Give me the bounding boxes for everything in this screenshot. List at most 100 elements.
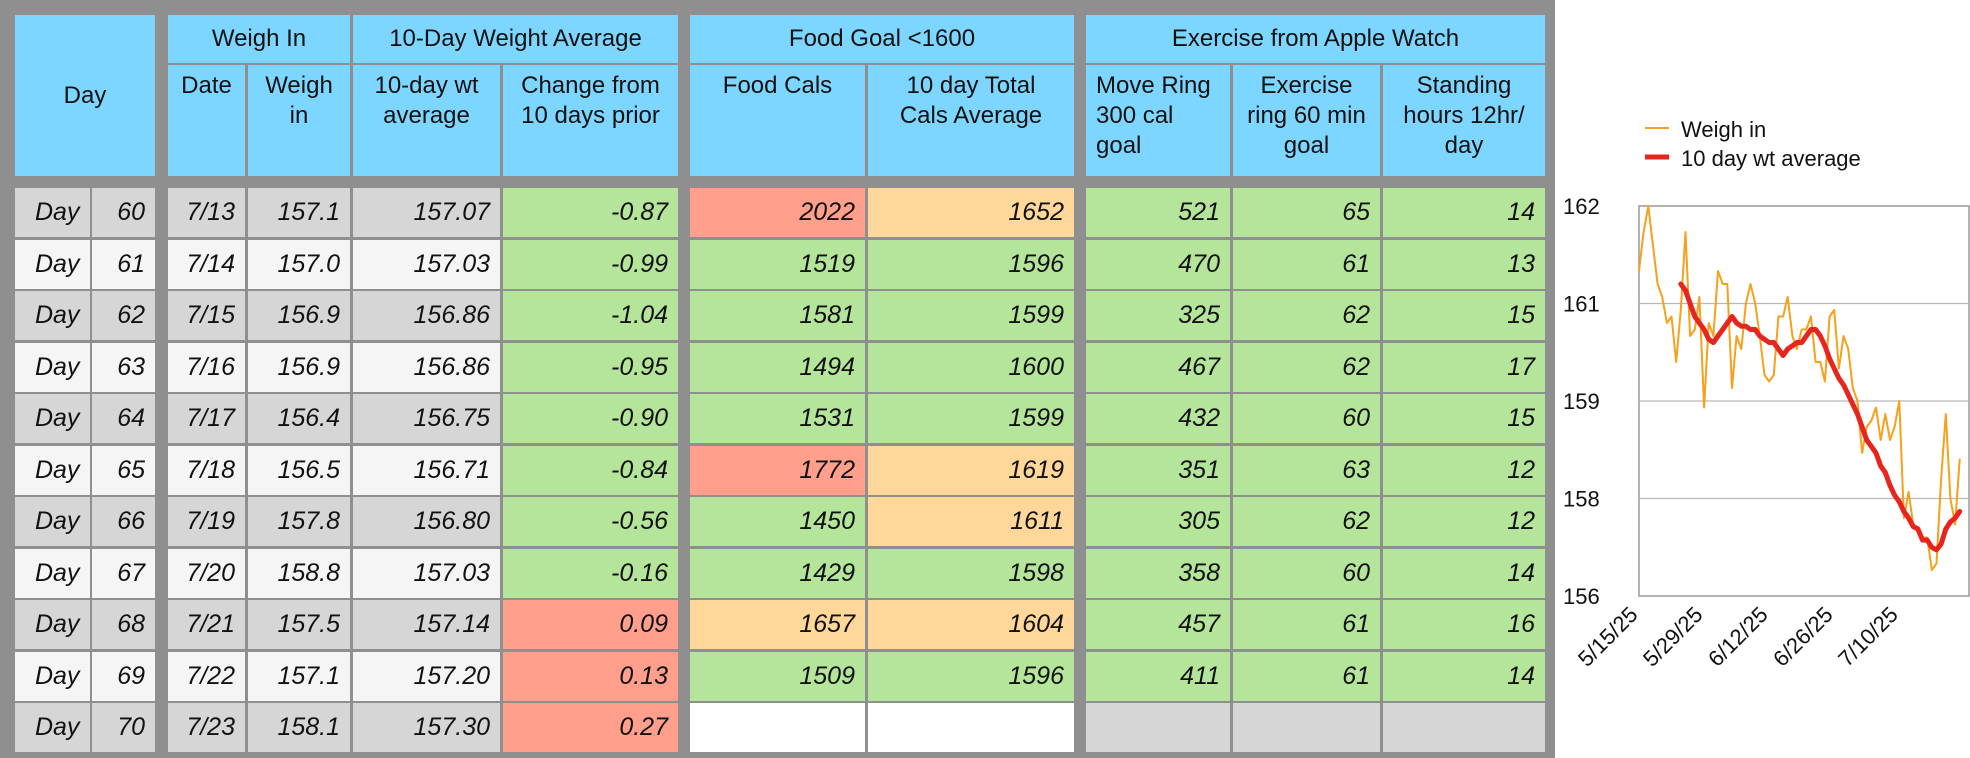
exercise-ring-cell[interactable]: 60 — [1233, 394, 1380, 443]
header-day[interactable]: Day — [15, 15, 155, 176]
change-cell[interactable]: -1.04 — [503, 291, 678, 340]
standing-hours-cell[interactable]: 12 — [1383, 446, 1545, 495]
move-ring-cell[interactable] — [1086, 703, 1230, 752]
standing-hours-cell[interactable]: 15 — [1383, 291, 1545, 340]
food-cals-cell[interactable]: 1519 — [690, 240, 865, 289]
move-ring-cell[interactable]: 411 — [1086, 652, 1230, 701]
total-cals-cell[interactable]: 1611 — [868, 497, 1074, 546]
column-header-avg[interactable]: 10-day wt average — [353, 65, 500, 176]
date-cell[interactable]: 7/18 — [168, 446, 245, 495]
average-cell[interactable]: 156.75 — [353, 394, 500, 443]
column-header-change[interactable]: Change from 10 days prior — [503, 65, 678, 176]
average-cell[interactable]: 157.20 — [353, 652, 500, 701]
weigh-in-cell[interactable]: 156.9 — [248, 343, 350, 392]
date-cell[interactable]: 7/19 — [168, 497, 245, 546]
change-cell[interactable]: -0.56 — [503, 497, 678, 546]
exercise-ring-cell[interactable]: 61 — [1233, 240, 1380, 289]
day-number[interactable]: 63 — [92, 343, 155, 392]
weigh-in-cell[interactable]: 157.1 — [248, 188, 350, 237]
average-cell[interactable]: 156.80 — [353, 497, 500, 546]
food-cals-cell[interactable]: 1494 — [690, 343, 865, 392]
total-cals-cell[interactable]: 1596 — [868, 240, 1074, 289]
food-cals-cell[interactable]: 1657 — [690, 600, 865, 649]
weigh-in-cell[interactable]: 156.9 — [248, 291, 350, 340]
exercise-ring-cell[interactable]: 62 — [1233, 497, 1380, 546]
change-cell[interactable]: 0.09 — [503, 600, 678, 649]
average-cell[interactable]: 157.30 — [353, 703, 500, 752]
standing-hours-cell[interactable] — [1383, 703, 1545, 752]
day-number[interactable]: 65 — [92, 446, 155, 495]
standing-hours-cell[interactable]: 15 — [1383, 394, 1545, 443]
total-cals-cell[interactable] — [868, 703, 1074, 752]
date-cell[interactable]: 7/15 — [168, 291, 245, 340]
date-cell[interactable]: 7/23 — [168, 703, 245, 752]
average-cell[interactable]: 156.71 — [353, 446, 500, 495]
standing-hours-cell[interactable]: 14 — [1383, 549, 1545, 598]
food-cals-cell[interactable] — [690, 703, 865, 752]
standing-hours-cell[interactable]: 12 — [1383, 497, 1545, 546]
move-ring-cell[interactable]: 432 — [1086, 394, 1230, 443]
date-cell[interactable]: 7/17 — [168, 394, 245, 443]
move-ring-cell[interactable]: 351 — [1086, 446, 1230, 495]
weigh-in-cell[interactable]: 158.8 — [248, 549, 350, 598]
change-cell[interactable]: -0.95 — [503, 343, 678, 392]
average-cell[interactable]: 157.07 — [353, 188, 500, 237]
standing-hours-cell[interactable]: 17 — [1383, 343, 1545, 392]
average-cell[interactable]: 156.86 — [353, 343, 500, 392]
average-cell[interactable]: 157.03 — [353, 549, 500, 598]
food-cals-cell[interactable]: 1429 — [690, 549, 865, 598]
standing-hours-cell[interactable]: 16 — [1383, 600, 1545, 649]
exercise-ring-cell[interactable] — [1233, 703, 1380, 752]
weigh-in-cell[interactable]: 157.1 — [248, 652, 350, 701]
change-cell[interactable]: 0.27 — [503, 703, 678, 752]
exercise-ring-cell[interactable]: 60 — [1233, 549, 1380, 598]
total-cals-cell[interactable]: 1604 — [868, 600, 1074, 649]
food-cals-cell[interactable]: 1509 — [690, 652, 865, 701]
standing-hours-cell[interactable]: 13 — [1383, 240, 1545, 289]
date-cell[interactable]: 7/13 — [168, 188, 245, 237]
weigh-in-cell[interactable]: 157.5 — [248, 600, 350, 649]
exercise-ring-cell[interactable]: 63 — [1233, 446, 1380, 495]
date-cell[interactable]: 7/16 — [168, 343, 245, 392]
change-cell[interactable]: -0.84 — [503, 446, 678, 495]
day-number[interactable]: 64 — [92, 394, 155, 443]
move-ring-cell[interactable]: 470 — [1086, 240, 1230, 289]
day-number[interactable]: 60 — [92, 188, 155, 237]
day-number[interactable]: 70 — [92, 703, 155, 752]
change-cell[interactable]: 0.13 — [503, 652, 678, 701]
total-cals-cell[interactable]: 1619 — [868, 446, 1074, 495]
weigh-in-cell[interactable]: 157.0 — [248, 240, 350, 289]
column-header-food[interactable]: Food Cals — [690, 65, 865, 176]
average-cell[interactable]: 157.14 — [353, 600, 500, 649]
day-number[interactable]: 69 — [92, 652, 155, 701]
standing-hours-cell[interactable]: 14 — [1383, 188, 1545, 237]
exercise-ring-cell[interactable]: 61 — [1233, 652, 1380, 701]
food-cals-cell[interactable]: 1450 — [690, 497, 865, 546]
change-cell[interactable]: -0.87 — [503, 188, 678, 237]
change-cell[interactable]: -0.16 — [503, 549, 678, 598]
move-ring-cell[interactable]: 521 — [1086, 188, 1230, 237]
day-number[interactable]: 61 — [92, 240, 155, 289]
move-ring-cell[interactable]: 467 — [1086, 343, 1230, 392]
change-cell[interactable]: -0.90 — [503, 394, 678, 443]
average-cell[interactable]: 157.03 — [353, 240, 500, 289]
move-ring-cell[interactable]: 325 — [1086, 291, 1230, 340]
column-header-move[interactable]: Move Ring 300 cal goal — [1086, 65, 1230, 176]
day-number[interactable]: 67 — [92, 549, 155, 598]
weigh-in-cell[interactable]: 158.1 — [248, 703, 350, 752]
total-cals-cell[interactable]: 1600 — [868, 343, 1074, 392]
column-header-exercise[interactable]: Exercise ring 60 min goal — [1233, 65, 1380, 176]
date-cell[interactable]: 7/21 — [168, 600, 245, 649]
total-cals-cell[interactable]: 1652 — [868, 188, 1074, 237]
date-cell[interactable]: 7/20 — [168, 549, 245, 598]
move-ring-cell[interactable]: 457 — [1086, 600, 1230, 649]
exercise-ring-cell[interactable]: 62 — [1233, 291, 1380, 340]
food-cals-cell[interactable]: 2022 — [690, 188, 865, 237]
food-cals-cell[interactable]: 1531 — [690, 394, 865, 443]
column-header-date[interactable]: Date — [168, 65, 245, 176]
column-header-total[interactable]: 10 day Total Cals Average — [868, 65, 1074, 176]
total-cals-cell[interactable]: 1599 — [868, 291, 1074, 340]
move-ring-cell[interactable]: 358 — [1086, 549, 1230, 598]
change-cell[interactable]: -0.99 — [503, 240, 678, 289]
total-cals-cell[interactable]: 1596 — [868, 652, 1074, 701]
